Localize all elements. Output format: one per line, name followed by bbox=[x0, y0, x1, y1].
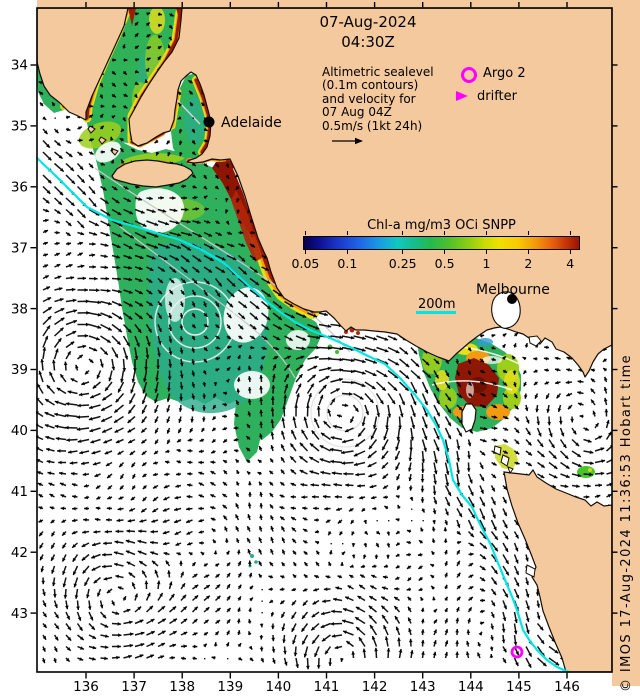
city-dot bbox=[507, 294, 517, 304]
colorbar-tick-label: 0.5 bbox=[434, 256, 455, 271]
axis-labels: 136 137 138 139 140 141 142 143 144 145 1463435363… bbox=[11, 58, 580, 695]
colorbar-tick bbox=[304, 250, 307, 254]
colorbar-tick-label: 1 bbox=[482, 256, 491, 271]
colorbar-tick bbox=[485, 250, 488, 254]
copyright-watermark: © IMOS 17-Aug-2024 11:36:53 Hobart time bbox=[619, 353, 634, 692]
info-line: and velocity for bbox=[322, 91, 416, 106]
x-axis-tick-label: 146 bbox=[554, 679, 580, 695]
x-axis-tick-label: 140 bbox=[266, 679, 292, 695]
depth-contour-label: 200m bbox=[418, 297, 456, 312]
kangaroo-island bbox=[111, 159, 194, 188]
y-axis-tick-label: 35 bbox=[11, 119, 28, 135]
drifter-legend-icon bbox=[456, 91, 468, 101]
y-axis-tick-label: 34 bbox=[11, 58, 28, 74]
depth-contour-line-sample bbox=[416, 311, 456, 314]
small-islands bbox=[87, 125, 119, 156]
land-layer bbox=[36, 7, 613, 673]
y-axis-tick-label: 42 bbox=[11, 545, 28, 561]
y-axis-tick-label: 37 bbox=[11, 240, 28, 256]
x-axis-tick-label: 143 bbox=[410, 679, 436, 695]
king-island bbox=[461, 403, 477, 433]
city-label: Melbourne bbox=[476, 282, 550, 298]
isobath-200m-line bbox=[35, 156, 574, 675]
plot-border bbox=[36, 7, 613, 673]
x-axis-tick-label: 138 bbox=[169, 679, 195, 695]
hunter-islands bbox=[493, 445, 514, 475]
macquarie-harbour bbox=[525, 564, 536, 578]
y-axis-tick-label: 36 bbox=[11, 180, 28, 196]
city-label: Adelaide bbox=[221, 115, 282, 131]
x-axis-tick-label: 145 bbox=[506, 679, 532, 695]
argo-legend-label: Argo 2 bbox=[483, 66, 526, 81]
y-axis-tick-label: 38 bbox=[11, 301, 28, 317]
x-axis-tick-label: 142 bbox=[362, 679, 388, 695]
colorbar-tick bbox=[443, 250, 446, 254]
title-block: 07-Aug-2024 04:30Z bbox=[300, 12, 436, 52]
colorbar-tick-label: 0.25 bbox=[388, 256, 417, 271]
y-axis-tick-label: 43 bbox=[11, 606, 28, 622]
colorbar-tick bbox=[304, 231, 307, 235]
x-axis-tick-label: 144 bbox=[458, 679, 484, 695]
colorbar-tick-label: 2 bbox=[524, 256, 533, 271]
markers-layer bbox=[203, 116, 524, 659]
city-dot bbox=[203, 116, 215, 128]
y-axis-tick-label: 39 bbox=[11, 362, 28, 378]
western-port-bay bbox=[528, 335, 542, 347]
x-axis-tick-label: 141 bbox=[314, 679, 340, 695]
colorbar-tick bbox=[443, 231, 446, 235]
axis-ticks bbox=[30, 2, 618, 679]
colorbar-tick bbox=[527, 250, 530, 254]
colorbar-tick bbox=[346, 250, 349, 254]
colorbar-tick-label: 4 bbox=[566, 256, 575, 271]
colorbar-title: Chl-a mg/m3 OCi SNPP bbox=[367, 218, 516, 233]
velocity-scale-arrow bbox=[332, 137, 363, 145]
map-date: 07-Aug-2024 bbox=[319, 13, 417, 31]
argo-float-marker bbox=[510, 645, 524, 659]
x-axis-tick-label: 139 bbox=[217, 679, 243, 695]
colorbar-tick bbox=[569, 250, 571, 254]
map-time: 04:30Z bbox=[341, 33, 395, 51]
colorbar-tick bbox=[401, 250, 404, 254]
drifter-legend-label: drifter bbox=[477, 89, 517, 104]
colorbar-tick bbox=[401, 231, 404, 235]
info-block: Altimetric sealevel (0.1m contours) and ve… bbox=[322, 65, 434, 133]
colorbar-tick bbox=[485, 231, 488, 235]
y-axis-tick-label: 41 bbox=[11, 484, 28, 500]
colorbar-gradient bbox=[303, 236, 580, 250]
y-axis-tick-label: 40 bbox=[11, 423, 28, 439]
info-line: Altimetric sealevel bbox=[322, 65, 434, 79]
colorbar-tick bbox=[569, 231, 571, 235]
info-line: 0.5m/s (1kt 24h) bbox=[322, 118, 423, 133]
colorbar-tick bbox=[346, 231, 349, 235]
colorbar-tick-label: 0.1 bbox=[337, 256, 358, 271]
colorbar-tick-label: 0.05 bbox=[291, 256, 320, 271]
info-line: 07 Aug 04Z bbox=[322, 105, 392, 120]
colorbar-tick bbox=[527, 231, 530, 235]
x-axis-tick-label: 136 bbox=[73, 679, 99, 695]
info-line: (0.1m contours) bbox=[322, 78, 419, 93]
argo-legend-icon bbox=[461, 67, 477, 83]
x-axis-tick-label: 137 bbox=[121, 679, 147, 695]
